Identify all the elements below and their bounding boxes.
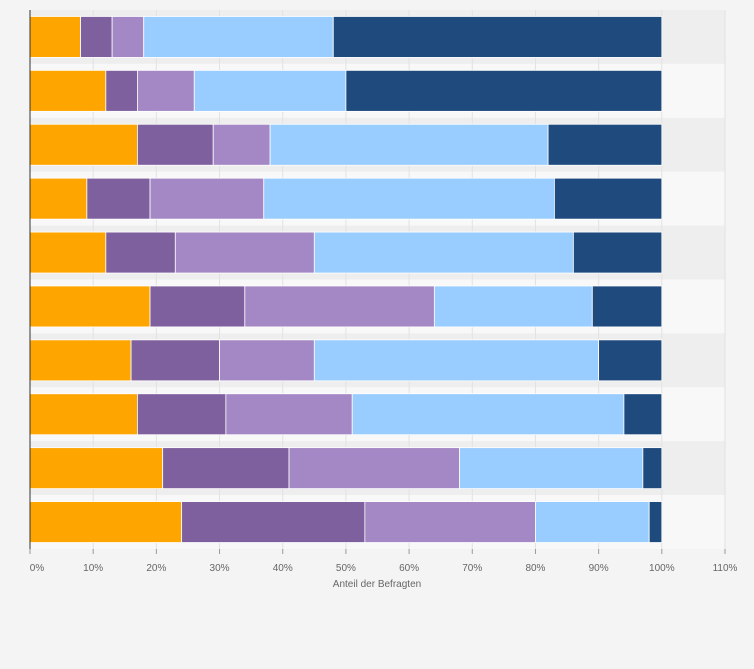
bar-segment <box>111 16 145 58</box>
tick-label: 30% <box>210 563 230 574</box>
bar-segment <box>598 339 663 382</box>
tick-label: 100% <box>649 563 675 574</box>
bar-segment <box>29 123 138 166</box>
bar-segment <box>29 447 164 490</box>
bars <box>29 16 663 543</box>
bar-segment <box>181 501 366 543</box>
tick-label: 70% <box>462 563 482 574</box>
tick-label: 60% <box>399 563 419 574</box>
bar-segment <box>219 339 315 382</box>
bar-segment <box>137 69 195 112</box>
bar-segment <box>554 177 663 220</box>
bar-segment <box>29 285 151 328</box>
bar-segment <box>29 231 107 274</box>
bar-segment <box>572 231 663 274</box>
bar-segment <box>313 339 600 382</box>
bar-segment <box>648 501 663 543</box>
bar-segment <box>137 123 214 166</box>
bar-segment <box>86 177 151 220</box>
bar-segment <box>80 16 113 58</box>
bar-segment <box>105 231 176 274</box>
bar-segment <box>193 69 347 112</box>
bar-segment <box>591 285 663 328</box>
bar-segment <box>288 447 461 490</box>
bar-segment <box>212 123 271 166</box>
bar-segment <box>143 16 334 58</box>
bar-segment <box>332 16 663 58</box>
bar-segment <box>547 123 663 166</box>
bar-segment <box>269 123 549 166</box>
tick-label: 110% <box>713 563 738 574</box>
bar-segment <box>105 69 138 112</box>
x-axis-title: Anteil der Befragten <box>333 579 421 590</box>
tick-label: 90% <box>589 563 609 574</box>
bar-segment <box>459 447 644 490</box>
bar-segment <box>313 231 574 274</box>
bar-segment <box>345 69 663 112</box>
bar-segment <box>433 285 593 328</box>
bar-segment <box>642 447 663 490</box>
bar-segment <box>244 285 435 328</box>
bar-segment <box>29 16 81 58</box>
bar-segment <box>130 339 220 382</box>
bar-segment <box>263 177 555 220</box>
tick-label: 50% <box>336 563 356 574</box>
tick-label: 0% <box>30 563 45 574</box>
bar-segment <box>29 339 132 382</box>
x-axis-ticks: 0% 10% 20% 30% 40% 50% 60% 70% 80% 90% 100% 110% <box>29 549 738 574</box>
tick-label: 40% <box>273 563 293 574</box>
bar-segment <box>225 393 353 436</box>
bar-segment <box>149 177 265 220</box>
bar-segment <box>364 501 536 543</box>
bar-segment <box>351 393 625 436</box>
bar-segment <box>174 231 315 274</box>
bar-segment <box>623 393 663 436</box>
bar-segment <box>149 285 246 328</box>
bar-segment <box>29 177 88 220</box>
bar-segment <box>535 501 650 543</box>
bar-segment <box>29 69 107 112</box>
tick-label: 10% <box>83 563 103 574</box>
bar-segment <box>29 501 183 543</box>
tick-label: 20% <box>146 563 166 574</box>
bar-segment <box>137 393 227 436</box>
tick-label: 80% <box>525 563 545 574</box>
bar-segment <box>29 393 138 436</box>
bar-segment <box>162 447 290 490</box>
